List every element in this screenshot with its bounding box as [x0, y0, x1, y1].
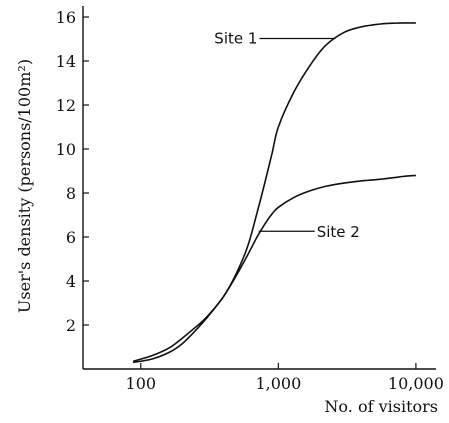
- y-tick-label: 2: [66, 316, 76, 335]
- y-tick-label: 10: [56, 140, 76, 159]
- series-label-site-1: Site 1: [214, 29, 257, 47]
- x-axis-title: No. of visitors: [324, 397, 438, 416]
- series-label-site-2: Site 2: [317, 223, 360, 241]
- y-axis-title: User's density (persons/100m²): [15, 59, 34, 313]
- x-tick-label: 10,000: [388, 374, 444, 393]
- x-tick-label: 1,000: [255, 374, 301, 393]
- y-tick-label: 12: [56, 96, 76, 115]
- y-ticks: 2 4 6 8 10 12 14 16: [56, 8, 89, 335]
- series-line-2: [133, 174, 416, 364]
- axes: [82, 6, 436, 370]
- y-tick-label: 4: [66, 272, 76, 291]
- series-line-1: [132, 22, 416, 363]
- y-tick-label: 8: [66, 184, 76, 203]
- y-tick-label: 14: [56, 52, 76, 71]
- series-annotations: Site 1 Site 2: [214, 29, 360, 241]
- y-tick-label: 6: [66, 228, 76, 247]
- y-tick-label: 16: [56, 8, 76, 27]
- x-ticks: 100 1,000 10,000: [126, 363, 444, 393]
- series-lines: [132, 22, 416, 364]
- x-tick-label: 100: [126, 374, 157, 393]
